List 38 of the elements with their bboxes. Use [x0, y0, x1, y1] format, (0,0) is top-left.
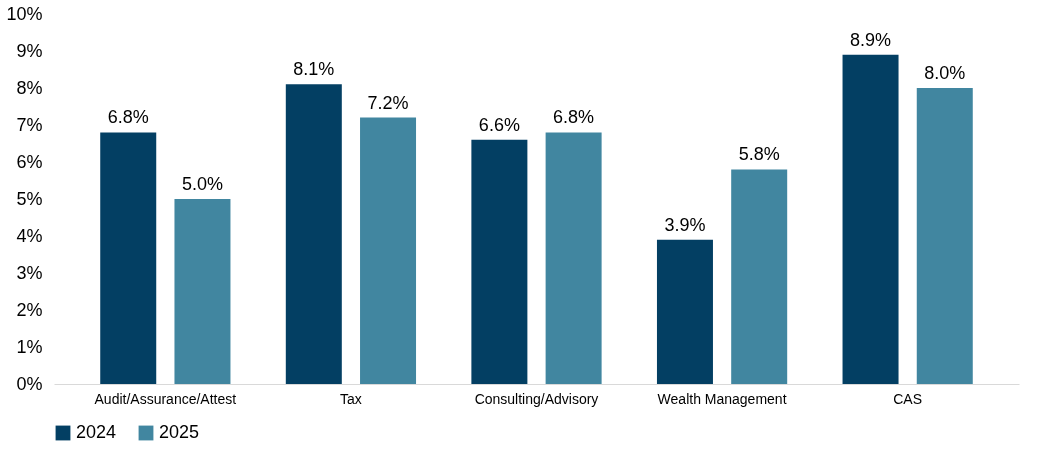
legend-label: 2024	[76, 422, 117, 442]
bar	[842, 54, 899, 384]
bar	[360, 117, 417, 384]
bar	[285, 84, 342, 384]
y-tick-label: 7%	[16, 114, 43, 135]
bar	[100, 132, 157, 384]
data-label: 6.6%	[478, 114, 520, 135]
x-tick-label: Tax	[340, 390, 362, 407]
data-label: 6.8%	[107, 107, 149, 128]
bar	[174, 199, 231, 384]
legend-label: 2025	[159, 422, 200, 442]
y-tick-label: 10%	[6, 3, 43, 24]
bar	[471, 139, 528, 384]
bar	[545, 132, 602, 384]
y-tick-label: 2%	[16, 299, 43, 320]
data-label: 8.1%	[293, 59, 335, 80]
data-label: 8.0%	[924, 63, 966, 83]
y-tick-label: 0%	[16, 373, 43, 394]
data-label: 5.8%	[738, 144, 780, 165]
x-tick-label: Audit/Assurance/Attest	[94, 390, 237, 407]
y-tick-label: 9%	[16, 40, 43, 61]
y-tick-label: 4%	[16, 225, 43, 246]
data-label: 6.8%	[553, 107, 595, 128]
y-tick-label: 8%	[16, 77, 43, 98]
y-tick-label: 3%	[16, 262, 43, 283]
y-tick-label: 5%	[16, 188, 43, 209]
bar	[731, 169, 788, 384]
data-label: 3.9%	[664, 214, 706, 235]
y-tick-label: 1%	[16, 336, 43, 357]
bar	[916, 88, 973, 384]
data-label: 8.9%	[850, 29, 892, 50]
x-tick-label: Wealth Management	[657, 390, 787, 407]
bar	[656, 239, 713, 384]
x-tick-label: Consulting/Advisory	[474, 390, 599, 407]
y-tick-label: 6%	[16, 151, 43, 172]
data-label: 5.0%	[181, 174, 223, 194]
x-tick-label: CAS	[893, 390, 923, 407]
data-label: 7.2%	[367, 92, 409, 113]
